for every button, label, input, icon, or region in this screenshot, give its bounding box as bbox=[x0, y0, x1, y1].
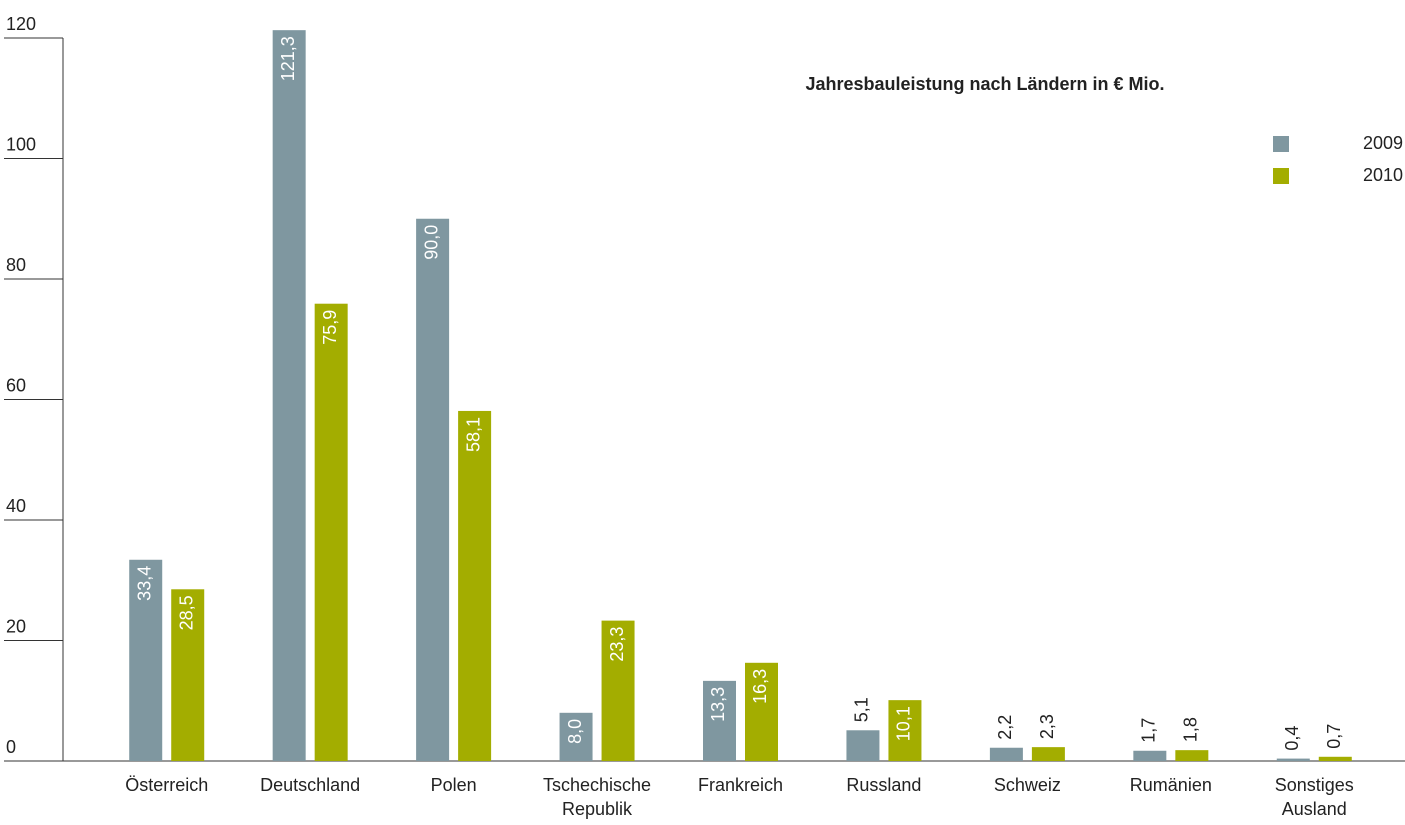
bar bbox=[171, 589, 205, 761]
x-tick-label: Russland bbox=[846, 775, 922, 795]
bar bbox=[1318, 756, 1352, 761]
value-label: 28,5 bbox=[176, 595, 196, 630]
x-tick-label: Tschechische Republik bbox=[543, 775, 652, 819]
value-label: 121,3 bbox=[278, 36, 298, 81]
x-tick-label: Sonstiges Ausland bbox=[1274, 775, 1354, 819]
value-label: 16,3 bbox=[750, 669, 770, 704]
bar bbox=[1133, 750, 1167, 761]
value-label: 1,8 bbox=[1181, 717, 1201, 742]
bar bbox=[272, 30, 306, 762]
value-label: 8,0 bbox=[565, 719, 585, 744]
value-label: 0,4 bbox=[1282, 726, 1302, 751]
legend-swatch bbox=[1273, 136, 1289, 152]
bar bbox=[888, 700, 922, 761]
bar bbox=[416, 218, 450, 761]
x-tick-label: Rumänien bbox=[1129, 775, 1212, 795]
x-tick-label: Deutschland bbox=[260, 775, 361, 795]
value-label: 23,3 bbox=[607, 627, 627, 662]
legend-swatch bbox=[1273, 168, 1289, 184]
value-label: 2,2 bbox=[995, 715, 1015, 740]
value-label: 13,3 bbox=[708, 687, 728, 722]
y-tick-label: 80 bbox=[6, 255, 26, 275]
bar bbox=[314, 303, 348, 761]
bar bbox=[458, 410, 492, 761]
x-tick-label: Schweiz bbox=[993, 775, 1061, 795]
value-label: 2,3 bbox=[1037, 714, 1057, 739]
bar bbox=[1031, 747, 1065, 761]
bar bbox=[1276, 758, 1310, 761]
y-tick-label: 40 bbox=[6, 496, 26, 516]
value-label: 5,1 bbox=[852, 697, 872, 722]
y-tick-label: 20 bbox=[6, 617, 26, 637]
value-label: 90,0 bbox=[421, 225, 441, 260]
y-tick-label: 120 bbox=[6, 14, 36, 34]
legend-label: 2010 bbox=[1363, 165, 1403, 185]
value-label: 33,4 bbox=[134, 566, 154, 601]
x-tick-label: Österreich bbox=[125, 775, 209, 795]
value-label: 1,7 bbox=[1139, 718, 1159, 743]
bar bbox=[601, 620, 635, 761]
y-tick-label: 60 bbox=[6, 376, 26, 396]
y-tick-label: 0 bbox=[6, 737, 16, 757]
bar bbox=[129, 559, 163, 761]
value-label: 0,7 bbox=[1324, 724, 1344, 749]
bar bbox=[846, 730, 880, 761]
y-tick-label: 100 bbox=[6, 135, 36, 155]
bar bbox=[559, 712, 593, 761]
chart-title: Jahresbauleistung nach Ländern in € Mio. bbox=[805, 74, 1164, 94]
x-tick-label: Frankreich bbox=[697, 775, 784, 795]
value-label: 75,9 bbox=[320, 310, 340, 345]
bar bbox=[1175, 750, 1209, 761]
bar bbox=[989, 747, 1023, 761]
x-tick-label: Polen bbox=[430, 775, 477, 795]
legend-label: 2009 bbox=[1363, 133, 1403, 153]
bar bbox=[745, 662, 778, 761]
value-label: 10,1 bbox=[894, 706, 914, 741]
bar bbox=[703, 680, 736, 761]
value-label: 58,1 bbox=[463, 417, 483, 452]
